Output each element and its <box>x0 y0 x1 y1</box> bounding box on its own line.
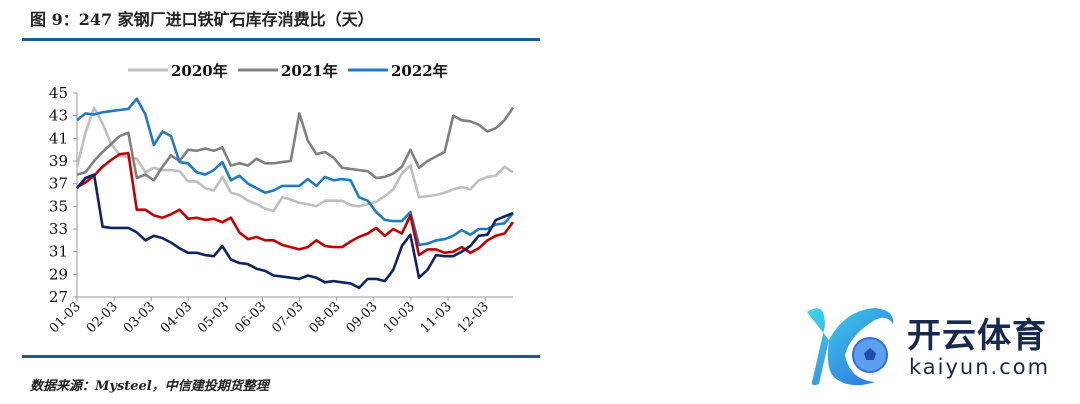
kaiyun-logo: 开云体育 kaiyun.com <box>795 300 1080 390</box>
x-tick-label: 09-03 <box>344 299 381 336</box>
legend-label: 2021年 <box>281 62 338 80</box>
y-tick-label: 31 <box>49 243 68 261</box>
x-tick-label: 11-03 <box>418 299 455 336</box>
series-line-2022年 <box>76 97 514 247</box>
source-note: 数据来源：Mysteel，中信建投期货整理 <box>30 379 269 394</box>
y-tick-label: 45 <box>49 84 68 102</box>
series-line-unlabeled-3 <box>76 151 515 257</box>
x-tick-label: 06-03 <box>232 299 269 336</box>
x-tick-label: 02-03 <box>84 299 121 336</box>
series-line-2021年 <box>76 106 515 182</box>
y-tick-label: 29 <box>49 265 68 283</box>
y-tick-label: 33 <box>49 220 68 238</box>
x-tick-label: 04-03 <box>158 299 195 336</box>
y-tick-label: 37 <box>49 175 68 193</box>
x-tick-label: 07-03 <box>269 299 306 336</box>
series-line-2020年 <box>75 106 514 213</box>
x-tick-label: 10-03 <box>381 299 418 336</box>
logo-chinese-text: 开云体育 <box>907 316 1047 356</box>
y-tick-label: 27 <box>49 288 68 306</box>
y-tick-label: 41 <box>49 129 68 147</box>
x-tick-label: 12-03 <box>455 299 492 336</box>
bottom-rule <box>22 355 540 358</box>
legend-label: 2022年 <box>391 62 448 80</box>
x-tick-label: 05-03 <box>195 299 232 336</box>
figure-title: 图 9：247 家钢厂进口铁矿石库存消费比（天） <box>30 10 374 29</box>
logo-domain-text: kaiyun.com <box>909 355 1051 379</box>
top-rule <box>22 38 540 41</box>
series-line-unlabeled-4 <box>76 173 514 290</box>
x-tick-label: 03-03 <box>121 299 158 336</box>
y-tick-label: 35 <box>49 197 68 215</box>
y-tick-label: 43 <box>49 107 68 125</box>
logo-k-ball-icon <box>807 308 894 386</box>
x-tick-label: 08-03 <box>306 299 343 336</box>
y-tick-label: 39 <box>49 152 68 170</box>
legend-label: 2020年 <box>171 62 228 80</box>
